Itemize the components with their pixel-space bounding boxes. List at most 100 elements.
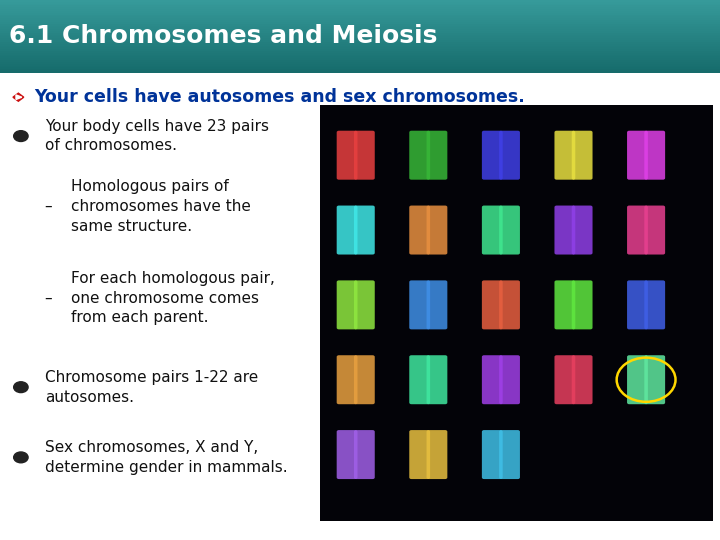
- FancyBboxPatch shape: [409, 280, 430, 329]
- FancyBboxPatch shape: [572, 355, 593, 404]
- FancyBboxPatch shape: [426, 355, 447, 404]
- FancyBboxPatch shape: [627, 280, 648, 329]
- Circle shape: [14, 452, 28, 463]
- FancyBboxPatch shape: [354, 355, 374, 404]
- Bar: [0, 71, 720, 73]
- Bar: [0, 69, 720, 71]
- Polygon shape: [13, 93, 24, 102]
- FancyBboxPatch shape: [644, 206, 665, 254]
- Bar: [0, 22, 720, 24]
- FancyBboxPatch shape: [499, 280, 520, 329]
- FancyBboxPatch shape: [482, 206, 503, 254]
- FancyBboxPatch shape: [499, 430, 520, 479]
- Text: Your body cells have 23 pairs
of chromosomes.: Your body cells have 23 pairs of chromos…: [45, 119, 269, 153]
- Bar: [0, 11, 720, 13]
- Bar: [0, 0, 720, 2]
- FancyBboxPatch shape: [426, 206, 447, 254]
- FancyBboxPatch shape: [627, 131, 648, 180]
- Bar: [0, 58, 720, 60]
- Bar: [0, 16, 720, 18]
- Text: For each homologous pair,
one chromosome comes
from each parent.: For each homologous pair, one chromosome…: [71, 271, 274, 326]
- FancyBboxPatch shape: [354, 280, 374, 329]
- Bar: [0, 4, 720, 5]
- FancyBboxPatch shape: [627, 206, 648, 254]
- FancyBboxPatch shape: [354, 206, 374, 254]
- FancyBboxPatch shape: [554, 355, 575, 404]
- Bar: [0, 5, 720, 7]
- Bar: [0, 62, 720, 64]
- Bar: [0, 7, 720, 9]
- Bar: [0, 68, 720, 69]
- Bar: [0, 60, 720, 62]
- Circle shape: [14, 131, 28, 141]
- FancyBboxPatch shape: [572, 206, 593, 254]
- Bar: [0, 15, 720, 16]
- FancyBboxPatch shape: [554, 206, 575, 254]
- Bar: [0, 53, 720, 55]
- FancyBboxPatch shape: [554, 131, 575, 180]
- FancyBboxPatch shape: [572, 280, 593, 329]
- FancyBboxPatch shape: [499, 355, 520, 404]
- Bar: [0, 45, 720, 48]
- FancyBboxPatch shape: [627, 355, 648, 404]
- FancyBboxPatch shape: [644, 355, 665, 404]
- Text: 6.1 Chromosomes and Meiosis: 6.1 Chromosomes and Meiosis: [9, 24, 438, 49]
- FancyBboxPatch shape: [499, 131, 520, 180]
- FancyBboxPatch shape: [482, 430, 503, 479]
- FancyBboxPatch shape: [409, 206, 430, 254]
- Text: –: –: [45, 291, 53, 306]
- Bar: [0, 20, 720, 22]
- FancyBboxPatch shape: [644, 131, 665, 180]
- Bar: [0, 31, 720, 33]
- Bar: [0, 42, 720, 44]
- FancyBboxPatch shape: [337, 131, 358, 180]
- FancyBboxPatch shape: [426, 430, 447, 479]
- Bar: [0, 73, 720, 540]
- FancyBboxPatch shape: [409, 131, 430, 180]
- Text: Homologous pairs of
chromosomes have the
same structure.: Homologous pairs of chromosomes have the…: [71, 179, 251, 234]
- FancyBboxPatch shape: [354, 430, 374, 479]
- Circle shape: [14, 382, 28, 393]
- Bar: [0, 51, 720, 53]
- Bar: [0, 24, 720, 25]
- FancyBboxPatch shape: [337, 355, 358, 404]
- Bar: [0, 2, 720, 4]
- FancyBboxPatch shape: [337, 280, 358, 329]
- Bar: [0, 57, 720, 58]
- Bar: [0, 64, 720, 65]
- Bar: [0, 48, 720, 49]
- Polygon shape: [16, 95, 22, 99]
- Bar: [0, 38, 720, 40]
- FancyBboxPatch shape: [499, 206, 520, 254]
- Bar: [0, 28, 720, 29]
- FancyBboxPatch shape: [554, 280, 575, 329]
- Bar: [0, 25, 720, 28]
- FancyBboxPatch shape: [337, 430, 358, 479]
- FancyBboxPatch shape: [409, 355, 430, 404]
- FancyBboxPatch shape: [426, 280, 447, 329]
- Bar: [0, 55, 720, 57]
- FancyBboxPatch shape: [482, 280, 503, 329]
- FancyBboxPatch shape: [337, 206, 358, 254]
- FancyBboxPatch shape: [409, 430, 430, 479]
- Bar: [0, 33, 720, 35]
- FancyBboxPatch shape: [354, 131, 374, 180]
- Bar: [0, 66, 720, 68]
- Text: Your cells have autosomes and sex chromosomes.: Your cells have autosomes and sex chromo…: [35, 88, 526, 106]
- FancyBboxPatch shape: [482, 355, 503, 404]
- Bar: [0, 40, 720, 42]
- Text: Chromosome pairs 1-22 are
autosomes.: Chromosome pairs 1-22 are autosomes.: [45, 370, 258, 404]
- Text: –: –: [45, 199, 53, 214]
- FancyBboxPatch shape: [426, 131, 447, 180]
- Bar: [0, 9, 720, 11]
- FancyBboxPatch shape: [644, 280, 665, 329]
- Bar: [0, 18, 720, 20]
- FancyBboxPatch shape: [482, 131, 503, 180]
- Bar: [0, 37, 720, 38]
- Bar: [0, 49, 720, 51]
- Text: Sex chromosomes, X and Y,
determine gender in mammals.: Sex chromosomes, X and Y, determine gend…: [45, 440, 287, 475]
- FancyBboxPatch shape: [572, 131, 593, 180]
- Bar: [0, 44, 720, 45]
- Bar: [0, 13, 720, 15]
- Bar: [0, 29, 720, 31]
